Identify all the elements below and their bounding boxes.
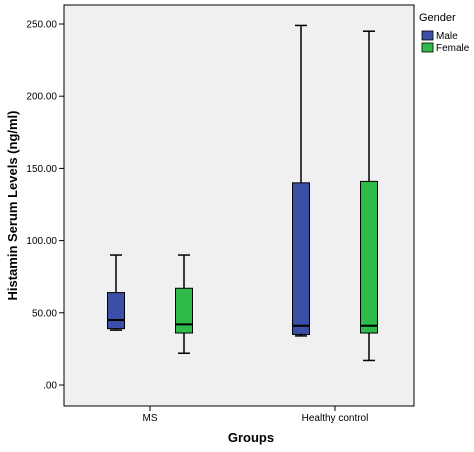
x-axis-title: Groups — [228, 430, 274, 445]
y-tick-label: 150.00 — [26, 164, 57, 175]
y-tick-label: .00 — [43, 381, 57, 392]
box-iqr — [292, 182, 310, 335]
y-axis-title: Histamin Serum Levels (ng/ml) — [5, 111, 20, 301]
box-iqr — [107, 292, 125, 330]
legend-label-female: Female — [436, 43, 470, 54]
box-male-healthy-control — [292, 24, 310, 337]
legend-label-male: Male — [436, 31, 458, 42]
box-iqr — [360, 180, 378, 334]
box-female-ms — [175, 254, 193, 354]
box-female-healthy-control — [360, 30, 378, 362]
y-tick-label: 100.00 — [26, 236, 57, 247]
box-male-ms — [107, 254, 125, 331]
plot-area — [63, 4, 415, 407]
y-tick-label: 250.00 — [26, 20, 57, 31]
y-tick-label: 200.00 — [26, 92, 57, 103]
box-iqr — [175, 287, 193, 334]
legend-title: Gender — [419, 12, 456, 24]
x-axis: MS Healthy control — [143, 406, 369, 424]
legend-swatch-female — [421, 42, 434, 53]
y-tick-label: 50.00 — [32, 308, 57, 319]
x-tick-label: Healthy control — [302, 413, 369, 424]
x-tick-label: MS — [143, 413, 158, 424]
box-series — [107, 24, 378, 362]
legend-swatch-male — [421, 30, 434, 41]
y-axis: .00 50.00 100.00 150.00 200.00 250.00 — [26, 20, 64, 392]
